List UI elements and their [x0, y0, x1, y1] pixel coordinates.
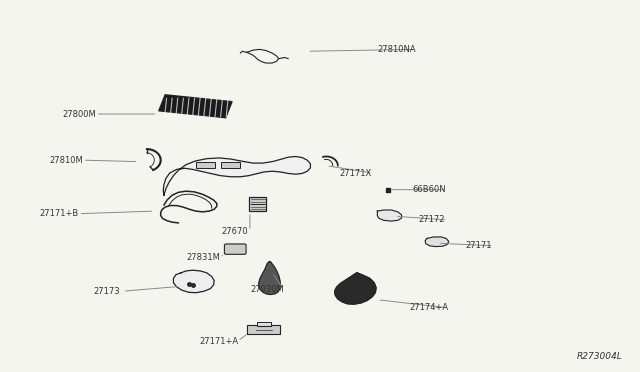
Text: 27800M: 27800M	[62, 109, 95, 119]
Polygon shape	[378, 210, 401, 221]
Bar	[221, 161, 241, 168]
Text: 66B60N: 66B60N	[412, 185, 446, 194]
Polygon shape	[259, 262, 280, 295]
FancyBboxPatch shape	[225, 244, 246, 254]
Polygon shape	[335, 273, 376, 304]
Bar	[196, 161, 215, 168]
FancyBboxPatch shape	[247, 325, 280, 334]
Text: 27171X: 27171X	[339, 169, 371, 177]
Text: 27172: 27172	[419, 215, 445, 224]
Polygon shape	[163, 157, 310, 195]
Polygon shape	[173, 270, 214, 293]
Polygon shape	[425, 237, 449, 247]
Text: R273004L: R273004L	[577, 352, 623, 361]
Bar	[248, 197, 266, 211]
Text: 27670: 27670	[221, 227, 248, 235]
Text: 27174+A: 27174+A	[409, 303, 449, 312]
Text: 27810M: 27810M	[49, 155, 83, 165]
Bar	[257, 322, 271, 326]
Text: 27831M: 27831M	[186, 253, 220, 263]
Text: 27171+B: 27171+B	[40, 209, 79, 218]
Text: 27171: 27171	[465, 241, 492, 250]
Text: 27930M: 27930M	[250, 285, 284, 294]
Text: 27173: 27173	[94, 287, 120, 296]
PathPatch shape	[159, 95, 232, 118]
Text: 27171+A: 27171+A	[199, 337, 238, 346]
Text: 27810NA: 27810NA	[378, 45, 416, 54]
